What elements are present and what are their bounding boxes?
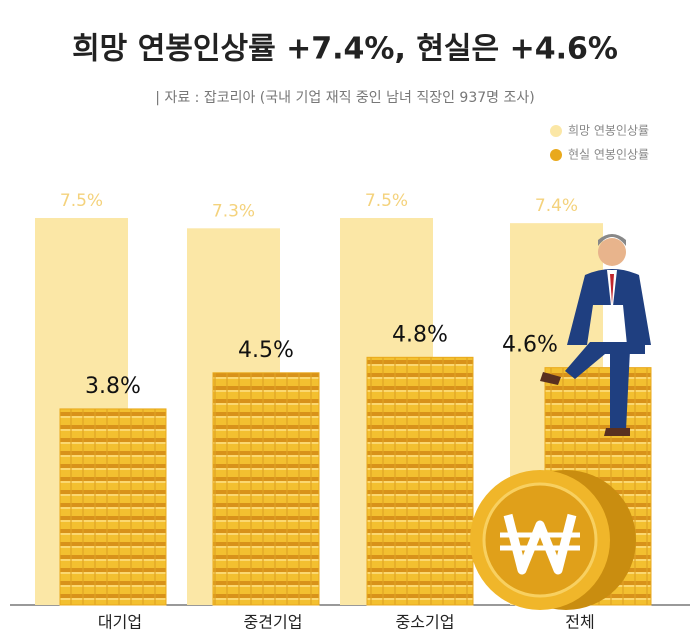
coin-bar <box>59 408 167 606</box>
legend-label: 희망 연봉인상률 <box>568 124 649 138</box>
x-tick-label: 대기업 <box>98 613 142 632</box>
x-tick-label: 중견기업 <box>244 613 303 632</box>
legend-swatch <box>550 125 562 137</box>
real-value-label: 4.5% <box>238 338 294 363</box>
hope-value-label: 7.3% <box>212 201 255 221</box>
chart-subtitle: | 자료 : 잡코리아 (국내 기업 재직 중인 남녀 직장인 937명 조사) <box>155 90 534 106</box>
hope-value-label: 7.5% <box>60 191 103 211</box>
real-value-label: 4.6% <box>502 333 558 358</box>
hope-value-label: 7.4% <box>535 196 578 216</box>
coin-bar <box>366 356 474 606</box>
illustration <box>470 234 651 610</box>
legend-swatch <box>550 149 562 161</box>
x-tick-label: 전체 <box>565 613 594 632</box>
chart-title: 희망 연봉인상률 +7.4%, 현실은 +4.6% <box>72 32 618 67</box>
x-tick-label: 중소기업 <box>396 613 455 632</box>
real-value-label: 4.8% <box>392 322 448 347</box>
real-value-label: 3.8% <box>85 374 141 399</box>
legend-label: 현실 연봉인상률 <box>568 148 649 162</box>
coin-bar <box>212 372 320 606</box>
hope-value-label: 7.5% <box>365 191 408 211</box>
